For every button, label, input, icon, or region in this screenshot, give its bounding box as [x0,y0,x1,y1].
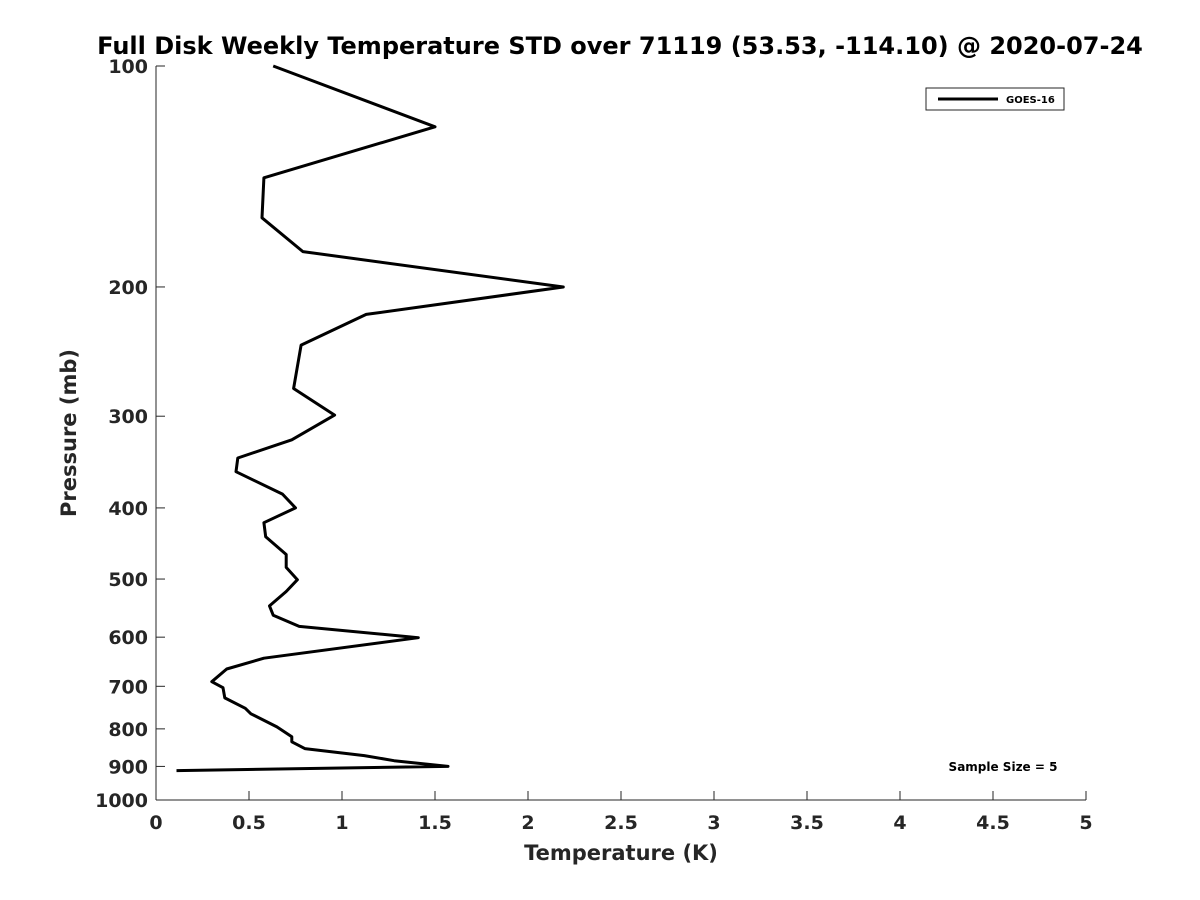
y-tick-label: 300 [108,406,148,428]
y-tick-label: 900 [108,756,148,778]
x-tick-label: 4.5 [976,812,1010,834]
x-tick-label: 0 [149,812,162,834]
y-tick-label: 600 [108,627,148,649]
y-tick-label: 800 [108,719,148,741]
series-line-goes-16 [176,64,565,773]
sample-size-annotation: Sample Size = 5 [949,760,1058,774]
y-axis-ticks: 100 200 300 400 500 600 700 800 900 1000 [95,56,165,812]
y-tick-label: 200 [108,277,148,299]
legend-label: GOES-16 [1006,95,1055,106]
x-tick-label: 5 [1079,812,1092,834]
legend: GOES-16 [925,87,1065,111]
x-tick-label: 4 [893,812,906,834]
y-tick-label: 1000 [95,790,148,812]
x-axis-ticks: 0 0.5 1 1.5 2 2.5 3 3.5 4 4.5 5 [149,791,1093,834]
x-tick-label: 2.5 [604,812,638,834]
y-tick-label: 500 [108,569,148,591]
x-tick-label: 3.5 [790,812,824,834]
y-tick-label: 100 [108,56,148,78]
x-tick-label: 2 [521,812,534,834]
x-tick-label: 3 [707,812,720,834]
x-tick-label: 1 [335,812,348,834]
x-tick-label: 0.5 [232,812,266,834]
y-tick-label: 400 [108,498,148,520]
x-tick-label: 1.5 [418,812,452,834]
chart-title: Full Disk Weekly Temperature STD over 71… [97,32,1143,60]
y-tick-label: 700 [108,676,148,698]
x-axis-label: Temperature (K) [524,841,718,865]
y-axis-label: Pressure (mb) [57,349,81,517]
